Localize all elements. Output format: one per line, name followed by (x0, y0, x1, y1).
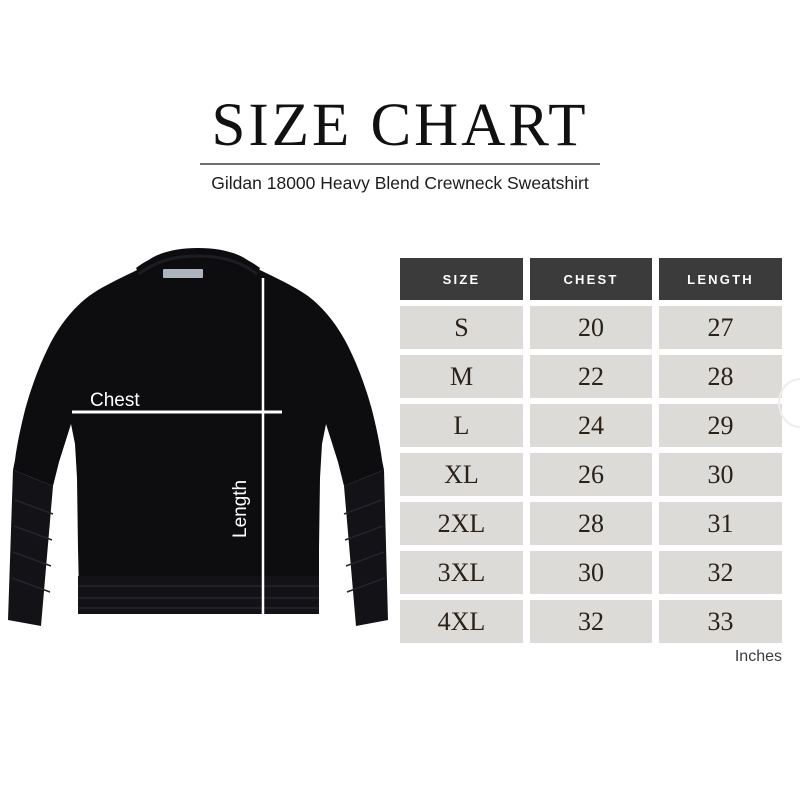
cell-length: 29 (659, 404, 782, 447)
bottom-hem (78, 576, 319, 614)
column-header-chest: CHEST (530, 258, 652, 300)
cell-chest: 22 (530, 355, 652, 398)
title-divider (200, 163, 600, 165)
measurement-lines (72, 278, 282, 638)
header: SIZE CHART Gildan 18000 Heavy Blend Crew… (0, 95, 800, 194)
table-row: M 22 28 (400, 355, 782, 398)
sweatshirt-illustration: Chest Length (8, 248, 388, 668)
cell-chest: 32 (530, 600, 652, 643)
column-header-size: SIZE (400, 258, 523, 300)
column-header-length: LENGTH (659, 258, 782, 300)
page-subtitle: Gildan 18000 Heavy Blend Crewneck Sweats… (211, 173, 589, 193)
cell-chest: 24 (530, 404, 652, 447)
size-table: SIZE CHEST LENGTH S 20 27 M 22 28 L 24 2… (400, 258, 782, 649)
cell-size: L (400, 404, 523, 447)
cell-size: XL (400, 453, 523, 496)
cell-length: 31 (659, 502, 782, 545)
table-header-row: SIZE CHEST LENGTH (400, 258, 782, 300)
neck-label-tag (163, 269, 203, 278)
table-row: XL 26 30 (400, 453, 782, 496)
cell-size: 4XL (400, 600, 523, 643)
cell-length: 32 (659, 551, 782, 594)
table-row: 3XL 30 32 (400, 551, 782, 594)
cell-length: 27 (659, 306, 782, 349)
sweatshirt-body-shape (13, 248, 384, 614)
chest-label: Chest (90, 390, 140, 411)
left-sleeve-cuff (8, 470, 54, 626)
cell-size: S (400, 306, 523, 349)
table-row: L 24 29 (400, 404, 782, 447)
right-sleeve-cuff (343, 470, 388, 626)
cell-size: 3XL (400, 551, 523, 594)
cell-length: 33 (659, 600, 782, 643)
table-row: 2XL 28 31 (400, 502, 782, 545)
cell-length: 28 (659, 355, 782, 398)
units-label: Inches (734, 648, 782, 665)
page-title: SIZE CHART (211, 92, 589, 159)
cell-length: 30 (659, 453, 782, 496)
table-row: S 20 27 (400, 306, 782, 349)
cell-chest: 28 (530, 502, 652, 545)
table-row: 4XL 32 33 (400, 600, 782, 643)
length-label: Length (230, 480, 251, 538)
cell-size: 2XL (400, 502, 523, 545)
cell-chest: 20 (530, 306, 652, 349)
cell-chest: 30 (530, 551, 652, 594)
cell-size: M (400, 355, 523, 398)
cell-chest: 26 (530, 453, 652, 496)
